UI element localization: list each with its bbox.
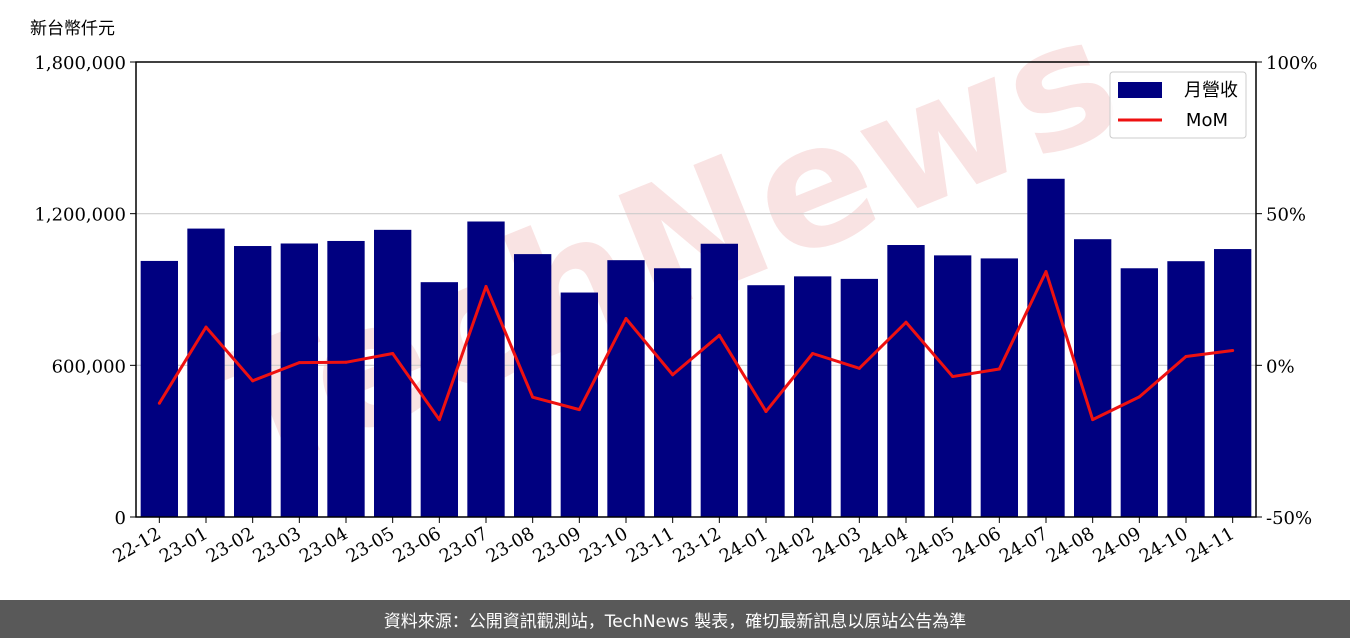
y-left-tick-label: 600,000 — [52, 356, 126, 377]
mom-point-23-02 — [251, 379, 255, 383]
x-tick-label: 24-11 — [1183, 523, 1238, 567]
x-tick-label: 24-03 — [809, 523, 864, 567]
mom-point-23-08 — [531, 395, 535, 399]
mom-point-23-09 — [577, 408, 581, 412]
x-tick-label: 24-10 — [1136, 523, 1191, 567]
bar-24-04 — [887, 245, 925, 517]
x-tick-label: 23-03 — [249, 523, 304, 567]
footer-text: 資料來源：公開資訊觀測站，TechNews 製表，確切最新訊息以原站公告為準 — [383, 611, 967, 632]
mom-point-24-02 — [811, 352, 815, 356]
y-right-tick-label: 100% — [1266, 53, 1317, 74]
mom-line — [158, 270, 1233, 422]
mom-point-23-11 — [671, 373, 675, 377]
x-tick-label: 23-04 — [296, 523, 351, 567]
x-tick-label: 23-05 — [343, 523, 398, 567]
mom-series — [157, 270, 1235, 422]
bar-24-02 — [794, 276, 832, 517]
mom-point-24-05 — [951, 375, 955, 379]
unit-label: 新台幣仟元 — [30, 19, 115, 39]
bar-22-12 — [140, 260, 178, 517]
mom-point-24-08 — [1091, 418, 1095, 422]
footer-source: 資料來源：公開資訊觀測站，TechNews 製表，確切最新訊息以原站公告為準 — [0, 600, 1350, 638]
bar-24-01 — [747, 285, 785, 517]
legend-swatch-bar — [1118, 82, 1162, 98]
x-tick-label: 23-06 — [389, 523, 444, 567]
bar-23-11 — [654, 268, 692, 517]
y-right-tick-label: 0% — [1266, 356, 1295, 377]
mom-point-23-07 — [484, 284, 488, 288]
x-tick-label: 23-02 — [203, 523, 258, 567]
x-tick-label: 23-08 — [483, 523, 538, 567]
mom-point-24-04 — [904, 320, 908, 324]
mom-point-23-12 — [717, 333, 721, 337]
bar-24-03 — [840, 278, 878, 517]
x-tick-label: 24-07 — [996, 523, 1051, 567]
mom-point-23-05 — [391, 352, 395, 356]
x-tick-label: 23-07 — [436, 523, 491, 567]
mom-point-24-01 — [764, 409, 768, 413]
mom-point-23-06 — [437, 418, 441, 422]
mom-point-24-11 — [1231, 348, 1235, 352]
bar-24-09 — [1120, 268, 1158, 517]
mom-point-24-06 — [997, 367, 1001, 371]
x-tick-label: 23-12 — [669, 523, 724, 567]
x-tick-label: 23-01 — [156, 523, 211, 567]
x-tick-label: 23-09 — [529, 523, 584, 567]
grid-lines — [136, 213, 1256, 366]
bar-23-12 — [700, 243, 738, 517]
mom-point-23-10 — [624, 317, 628, 321]
x-tick-label: 24-09 — [1089, 523, 1144, 567]
mom-point-23-04 — [344, 360, 348, 364]
x-tick-label: 24-04 — [856, 523, 911, 567]
mom-point-24-03 — [857, 366, 861, 370]
y-right-tick-label: 50% — [1266, 205, 1306, 226]
x-tick-label: 23-11 — [623, 523, 678, 567]
plot-frame — [135, 61, 1257, 518]
bar-24-05 — [934, 255, 972, 517]
bar-24-11 — [1214, 249, 1252, 518]
y-left-tick-label: 1,200,000 — [34, 205, 126, 226]
mom-point-24-09 — [1137, 395, 1141, 399]
legend-label-mom: MoM — [1186, 110, 1228, 131]
legend-label-revenue: 月營收 — [1184, 80, 1238, 101]
bar-23-01 — [187, 228, 225, 517]
bar-24-07 — [1027, 178, 1065, 518]
bar-23-10 — [607, 260, 645, 517]
x-tick-label: 22-12 — [109, 523, 164, 567]
bar-23-04 — [327, 240, 365, 517]
x-tick-label: 23-10 — [576, 523, 631, 567]
bar-23-08 — [514, 254, 552, 517]
x-tick-label: 24-01 — [716, 523, 771, 567]
x-tick-label: 24-05 — [903, 523, 958, 567]
y-left-tick-label: 0 — [115, 508, 126, 529]
mom-point-22-12 — [157, 401, 161, 405]
x-tick-label: 24-06 — [949, 523, 1004, 567]
mom-point-23-01 — [204, 325, 208, 329]
legend: 月營收 MoM — [1109, 71, 1247, 139]
chart: TechNews 新台幣仟元 0600,0001,200,0001,800,00… — [30, 0, 1317, 567]
y-left-tick-label: 1,800,000 — [34, 53, 126, 74]
y-right-tick-label: -50% — [1266, 508, 1312, 529]
mom-point-24-10 — [1184, 355, 1188, 359]
bar-24-06 — [980, 258, 1018, 517]
mom-point-23-03 — [297, 361, 301, 365]
bar-24-10 — [1167, 261, 1205, 517]
bar-23-03 — [280, 243, 318, 517]
mom-point-24-07 — [1044, 270, 1048, 274]
x-tick-label: 24-08 — [1043, 523, 1098, 567]
x-tick-label: 24-02 — [763, 523, 818, 567]
bar-23-07 — [467, 221, 505, 517]
